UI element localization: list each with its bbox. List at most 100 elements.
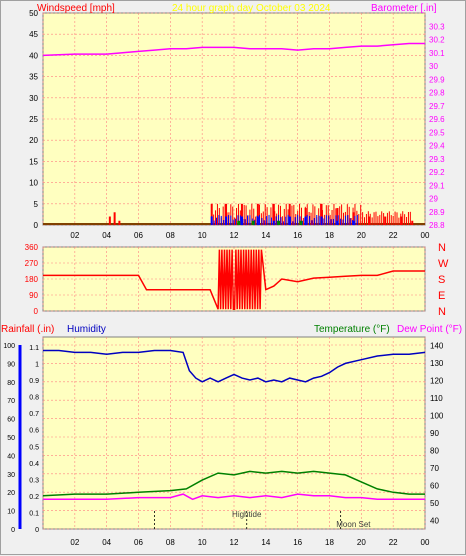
direction-ytick-label: 270 [25, 259, 39, 268]
humidity-ytick-label: 80 [7, 380, 15, 387]
compass-letter: S [438, 274, 445, 286]
temp-xtick-label: 08 [166, 538, 175, 547]
temp-ytick-label: 100 [430, 412, 444, 421]
temp-xtick-label: 06 [134, 538, 143, 547]
rain-ytick-label: 0.7 [29, 411, 39, 418]
temp-ytick-label: 120 [430, 377, 444, 386]
rain-ytick-label: 0.3 [29, 477, 39, 484]
barometer-ytick-label: 30.2 [429, 36, 445, 45]
temperature-line [42, 470, 425, 497]
barometer-ytick-label: 29.9 [429, 75, 445, 84]
barometer-ytick-label: 30.3 [429, 22, 445, 31]
temp-ytick-label: 60 [430, 481, 439, 490]
temp-ytick-label: 90 [430, 429, 439, 438]
wind-avg-bar [352, 220, 355, 225]
temperature-label: Temperature (°F) [314, 324, 390, 335]
wind-ytick-label: 15 [29, 157, 38, 166]
windspeed-axis-label: Windspeed [mph] [37, 3, 115, 14]
temp-xtick-label: 12 [230, 538, 239, 547]
wind-ytick-label: 20 [29, 136, 38, 145]
rain-ytick-label: 0 [35, 527, 39, 534]
wind-direction-line [43, 249, 425, 310]
compass-letter: W [438, 258, 449, 270]
wind-xtick-label: 00 [421, 231, 430, 240]
wind-xtick-label: 10 [198, 231, 207, 240]
wind-xtick-label: 16 [293, 231, 302, 240]
barometer-ytick-label: 29.2 [429, 168, 445, 177]
humidity-ytick-label: 60 [7, 417, 15, 424]
barometer-ytick-label: 29.3 [429, 155, 445, 164]
compass-letter: E [438, 290, 445, 302]
wind-ytick-label: 45 [29, 30, 38, 39]
temp-ytick-label: 140 [430, 342, 444, 351]
direction-ytick-label: 180 [25, 275, 39, 284]
wind-xtick-label: 08 [166, 231, 175, 240]
wind-xtick-label: 02 [70, 231, 79, 240]
dewpoint-line [43, 493, 425, 501]
humidity-label: Humidity [67, 324, 106, 335]
humidity-ytick-label: 20 [7, 490, 15, 497]
wind-ytick-label: 30 [29, 94, 38, 103]
chart-title: 24 hour graph day October 03 2024 [172, 3, 331, 14]
wind-gust-bar [368, 216, 371, 225]
wind-avg-bar [240, 216, 243, 225]
wind-gust-bar [113, 212, 116, 225]
rain-ytick-label: 0.1 [29, 510, 39, 517]
direction-ytick-label: 360 [25, 243, 39, 252]
temp-ytick-label: 70 [430, 464, 439, 473]
wind-ytick-label: 25 [29, 115, 38, 124]
barometer-ytick-label: 29.5 [429, 128, 445, 137]
humidity-ytick-label: 10 [7, 509, 15, 516]
barometer-ytick-label: 30 [429, 62, 438, 71]
temp-ytick-label: 80 [430, 446, 439, 455]
barometer-ytick-label: 30.1 [429, 49, 445, 58]
wind-gust-bar [320, 203, 323, 225]
wind-green-mark [237, 220, 241, 225]
humidity-line [43, 349, 426, 383]
moonset-label: Moon Set [336, 520, 371, 529]
temp-xtick-label: 10 [198, 538, 207, 547]
rain-ytick-label: 0.2 [29, 494, 39, 501]
direction-ytick-label: 90 [29, 291, 38, 300]
wind-green-mark [277, 220, 281, 225]
humidity-ytick-label: 70 [7, 398, 15, 405]
temp-xtick-label: 22 [389, 538, 398, 547]
temp-ytick-label: 110 [430, 394, 443, 403]
wind-gust-bar [411, 220, 414, 225]
rain-ytick-label: 1 [35, 362, 39, 369]
temp-xtick-label: 20 [357, 538, 366, 547]
rain-ytick-label: 1.1 [29, 345, 39, 352]
wind-ytick-label: 50 [29, 9, 38, 18]
wind-avg-bar [336, 220, 339, 225]
wind-gust-bar [336, 208, 339, 225]
barometer-ytick-label: 29.4 [429, 142, 445, 151]
barometer-ytick-label: 29.6 [429, 115, 445, 124]
barometer-ytick-label: 28.8 [429, 221, 445, 230]
barometer-axis-label: Barometer [.in] [371, 3, 437, 14]
humidity-ytick-label: 50 [7, 435, 15, 442]
direction-ytick-label: 0 [34, 307, 39, 316]
temp-ytick-label: 40 [430, 516, 439, 525]
barometer-ytick-label: 29.1 [429, 181, 445, 190]
humidity-ytick-label: 100 [3, 343, 15, 350]
wind-xtick-label: 06 [134, 231, 143, 240]
rain-ytick-label: 0.4 [29, 461, 39, 468]
barometer-ytick-label: 29 [429, 195, 438, 204]
wind-avg-bar [288, 216, 291, 225]
temp-xtick-label: 18 [325, 538, 334, 547]
humidity-ytick-label: 90 [7, 361, 15, 368]
rain-ytick-label: 0.8 [29, 395, 39, 402]
humidity-ytick-label: 0 [11, 527, 15, 534]
rain-ytick-label: 0.6 [29, 428, 39, 435]
wind-avg-bar [304, 216, 307, 225]
wind-gust-bar [225, 203, 228, 225]
humidity-ytick-label: 30 [7, 472, 15, 479]
wind-green-mark [251, 220, 255, 225]
barometer-line [42, 42, 425, 57]
wind-ytick-label: 10 [29, 179, 38, 188]
temp-xtick-label: 00 [421, 538, 430, 547]
wind-gust-bar [108, 216, 111, 225]
wind-xtick-label: 20 [357, 231, 366, 240]
wind-ytick-label: 35 [29, 73, 38, 82]
hightide-label: Hightide [232, 510, 262, 519]
